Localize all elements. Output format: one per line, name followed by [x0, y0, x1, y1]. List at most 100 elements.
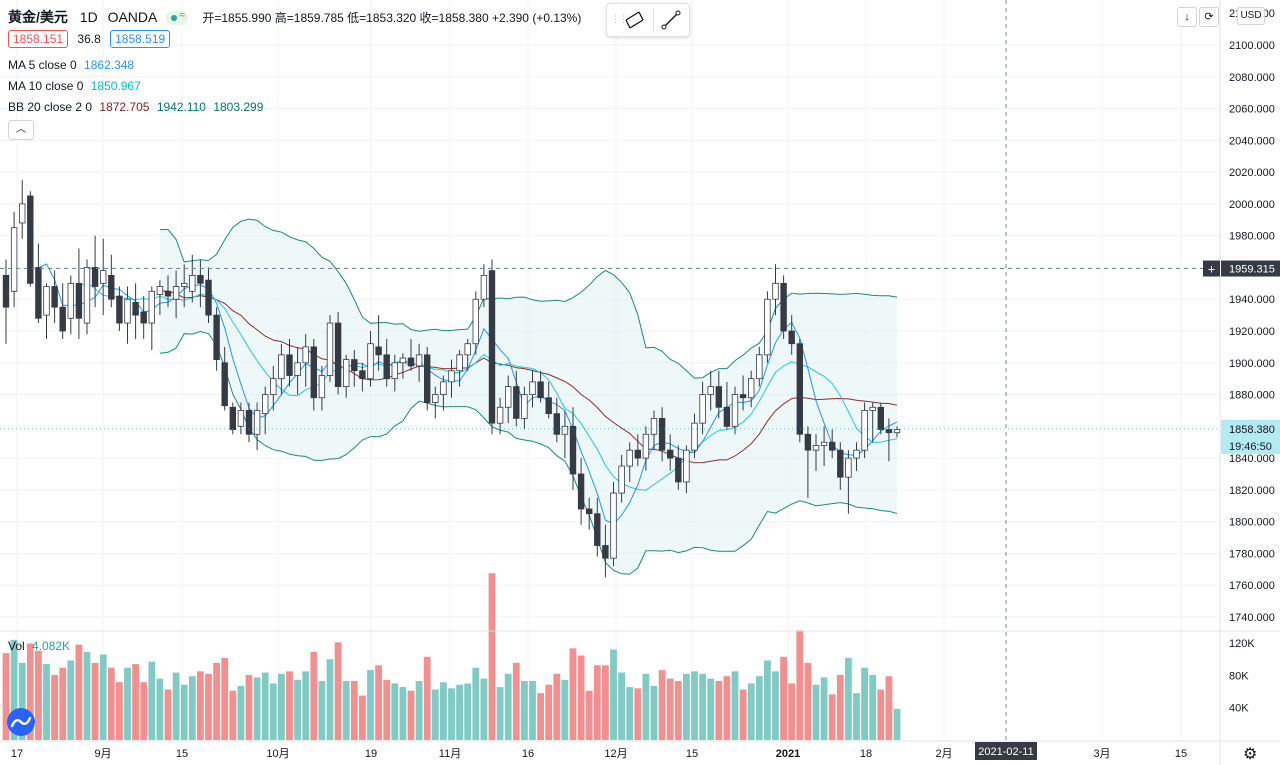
indicator-ma5-legend[interactable]: MA 5 close 0 1862.348 — [8, 58, 134, 72]
refresh-button[interactable]: ⟳ — [1199, 7, 1219, 27]
volume-bar — [423, 656, 431, 740]
candle-body — [278, 354, 285, 380]
volume-bar — [140, 682, 148, 740]
candle — [359, 362, 366, 392]
interval-label[interactable]: 1D — [79, 9, 98, 25]
ohlc-readout: 开=1855.990 高=1859.785 低=1853.320 收=1858.… — [202, 11, 582, 25]
volume-bar — [715, 681, 723, 740]
candle-body — [877, 406, 884, 430]
candle — [650, 410, 658, 451]
candle-body — [35, 267, 42, 319]
candle — [675, 445, 682, 490]
candle — [221, 346, 228, 411]
symbol-legend[interactable]: 黄金/美元 1D OANDA ≈ 开=1855.990 高=1859.785 低… — [8, 7, 581, 27]
bid-price[interactable]: 1858.151 — [8, 30, 69, 48]
candle-body — [294, 362, 301, 376]
candle-body — [893, 429, 901, 434]
volume-bar — [529, 681, 536, 740]
candle-body — [51, 286, 58, 308]
arrow-down-icon: ↓ — [1184, 11, 1190, 23]
tradingview-logo-icon[interactable] — [7, 708, 35, 736]
candle-body — [529, 381, 536, 395]
candle — [780, 275, 787, 339]
collapse-legend-button[interactable]: ︿ — [8, 120, 34, 140]
indicator-value: 1850.967 — [90, 79, 141, 93]
candle — [731, 386, 739, 435]
volume-bar — [302, 671, 310, 740]
candle — [310, 338, 317, 411]
volume-bar — [269, 683, 277, 740]
candle-body — [189, 274, 196, 292]
gear-icon[interactable]: ⚙ — [1243, 746, 1258, 763]
volume-bar — [18, 662, 26, 740]
time-tick-label: 15 — [686, 748, 698, 760]
candle-body — [415, 354, 423, 367]
indicator-bb-legend[interactable]: BB 20 close 2 0 1872.705 1942.110 1803.2… — [8, 100, 263, 114]
candle — [748, 370, 755, 408]
candle — [756, 346, 763, 387]
trend-line-icon[interactable] — [659, 8, 683, 32]
candle-body — [537, 381, 544, 399]
candle — [715, 370, 722, 419]
volume-bar — [350, 681, 358, 740]
crosshair-price-label: 1959.315 — [1229, 264, 1275, 276]
candle — [788, 315, 795, 355]
volume-bar — [294, 679, 301, 740]
volume-bar — [245, 674, 253, 740]
candle-body — [715, 386, 722, 408]
volume-bar — [75, 644, 83, 740]
market-status-icon[interactable]: ≈ — [166, 10, 189, 26]
volume-bar — [504, 673, 512, 740]
ask-price[interactable]: 1858.519 — [110, 30, 171, 48]
candle-body — [820, 441, 828, 446]
candle — [270, 365, 277, 411]
volume-bar — [464, 683, 472, 740]
candle — [124, 286, 131, 344]
candle-body — [634, 449, 641, 459]
candle-body — [342, 359, 350, 388]
candle — [172, 270, 180, 319]
candle — [707, 370, 714, 411]
candle — [75, 248, 83, 339]
price-tick-label: 1820.000 — [1229, 485, 1275, 497]
volume-bar — [334, 642, 342, 740]
parallel-channel-icon[interactable] — [623, 8, 647, 32]
bb-upper-line — [159, 218, 898, 379]
currency-button[interactable]: USD — [1237, 7, 1265, 25]
bb-lower-line — [159, 330, 898, 575]
candle — [399, 353, 407, 379]
candle — [375, 315, 382, 371]
volume-bar — [828, 694, 836, 740]
candle — [869, 402, 876, 443]
volume-legend[interactable]: Vol 4.082K — [8, 639, 70, 653]
candle-body — [10, 227, 18, 292]
volume-bar — [278, 673, 285, 740]
symbol-name[interactable]: 黄金/美元 — [8, 9, 68, 25]
candle-body — [488, 270, 496, 424]
candle — [764, 291, 771, 363]
candle-body — [67, 282, 74, 319]
volume-bar — [593, 665, 601, 740]
candle-body — [861, 410, 868, 451]
candle — [472, 291, 479, 355]
candle-body — [553, 413, 560, 435]
floating-drawing-toolbar[interactable]: ⋮⋮ — [606, 3, 690, 37]
volume-bar — [156, 678, 164, 740]
drag-handle-icon[interactable]: ⋮⋮ — [611, 14, 628, 24]
volume-bar — [618, 672, 625, 740]
volume-bar — [83, 651, 91, 740]
candle-body — [180, 282, 188, 287]
volume-bar — [650, 685, 658, 740]
candle — [294, 346, 301, 395]
candle — [10, 211, 18, 308]
candle — [43, 283, 50, 339]
time-tick-label: 9月 — [94, 748, 111, 760]
volume-bar — [755, 676, 763, 740]
download-button[interactable]: ↓ — [1177, 7, 1197, 27]
volume-bar — [820, 677, 828, 740]
indicator-ma10-legend[interactable]: MA 10 close 0 1850.967 — [8, 79, 141, 93]
candle-body — [237, 410, 245, 427]
last-price-label: 1858.380 — [1229, 424, 1275, 436]
price-tick-label: 2080.000 — [1229, 72, 1275, 84]
